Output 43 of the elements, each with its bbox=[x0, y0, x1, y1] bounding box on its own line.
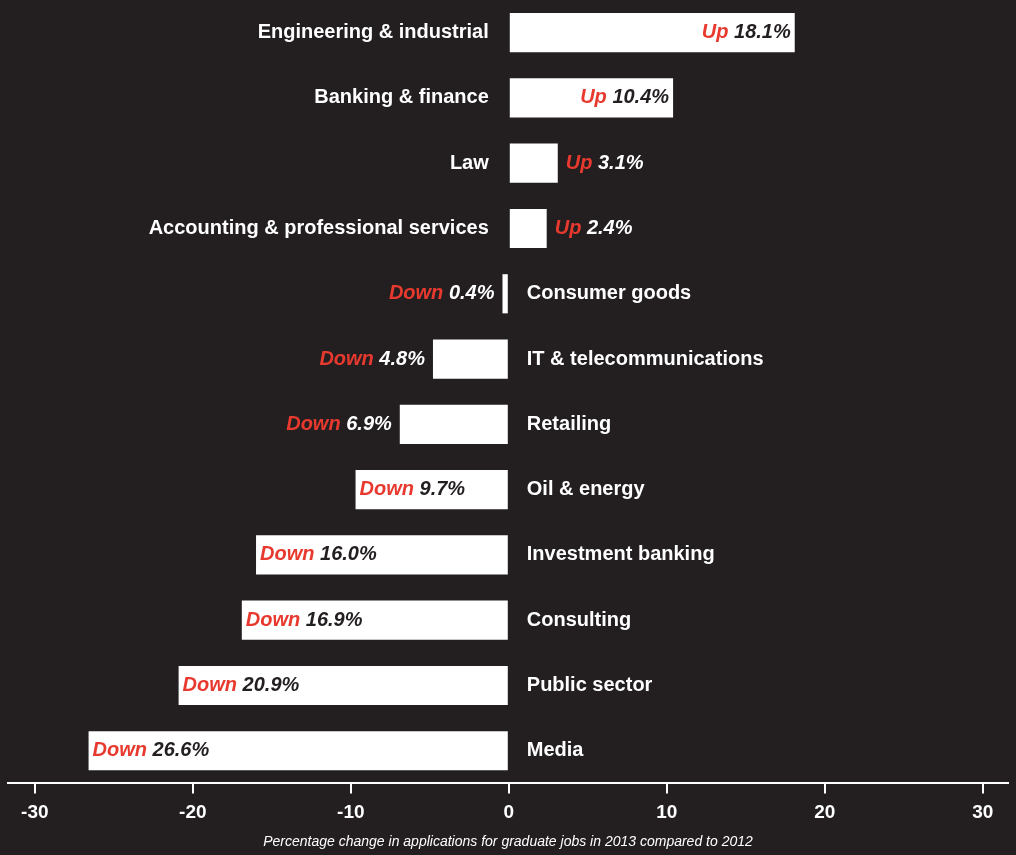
x-tick-label: 20 bbox=[814, 801, 836, 823]
x-tick-label: -20 bbox=[179, 801, 207, 823]
bar bbox=[241, 600, 508, 640]
y-tick-label: Public sector bbox=[526, 672, 653, 695]
y-tick-label: Accounting & professional services bbox=[148, 216, 489, 239]
bar bbox=[399, 404, 508, 444]
y-tick-label: Oil & energy bbox=[526, 477, 646, 500]
data-label: Up 10.4% bbox=[580, 85, 670, 108]
y-tick-label: Law bbox=[449, 150, 490, 173]
data-label: Down 16.0% bbox=[260, 542, 377, 565]
bar bbox=[502, 274, 508, 314]
bar bbox=[509, 78, 674, 118]
y-tick-label: Consulting bbox=[526, 607, 632, 630]
bar bbox=[178, 665, 508, 706]
bar bbox=[509, 208, 547, 249]
data-label: Down 6.9% bbox=[286, 411, 392, 434]
y-tick-label: IT & telecommunications bbox=[526, 346, 764, 369]
x-tick-label: -30 bbox=[21, 801, 49, 823]
data-label: Down 0.4% bbox=[388, 281, 495, 304]
y-tick-label: Banking & finance bbox=[314, 85, 489, 108]
data-label: Down 26.6% bbox=[92, 738, 210, 761]
x-tick-label: -10 bbox=[337, 801, 365, 823]
y-tick-label: Consumer goods bbox=[526, 281, 692, 304]
y-tick-label: Investment banking bbox=[526, 542, 715, 565]
bar bbox=[509, 13, 795, 53]
y-tick-label: Retailing bbox=[526, 411, 612, 434]
y-tick-label: Engineering & industrial bbox=[257, 20, 489, 43]
bar bbox=[88, 731, 508, 771]
x-tick-label: 10 bbox=[656, 801, 678, 823]
data-label: Down 4.8% bbox=[319, 346, 426, 369]
data-label: Up 2.4% bbox=[554, 216, 633, 239]
data-label: Down 16.9% bbox=[245, 607, 363, 630]
bar bbox=[256, 535, 508, 575]
bar bbox=[432, 339, 508, 379]
data-label: Down 20.9% bbox=[182, 672, 300, 695]
x-tick-label: 30 bbox=[972, 801, 994, 823]
y-tick-label: Media bbox=[526, 738, 585, 761]
x-axis-title: Percentage change in applications for graduate jobs in 2013 compared to 2012 bbox=[263, 833, 753, 850]
bar bbox=[509, 143, 558, 183]
data-label: Down 9.7% bbox=[359, 477, 466, 500]
data-label: Up 3.1% bbox=[565, 150, 644, 173]
data-label: Up 18.1% bbox=[701, 20, 791, 43]
x-tick-label: 0 bbox=[503, 801, 515, 823]
